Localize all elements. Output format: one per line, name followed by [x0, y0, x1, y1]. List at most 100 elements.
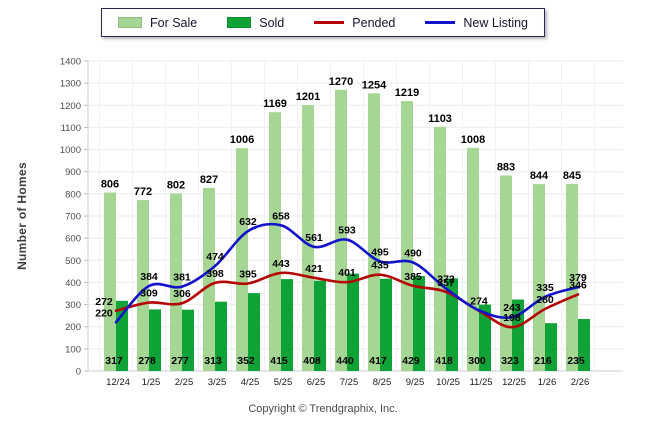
bar-label-for-sale: 1201: [296, 91, 320, 103]
bar-for-sale: [566, 183, 578, 371]
line-label-pended: 395: [239, 269, 257, 281]
legend-label-new-listing: New Listing: [463, 15, 529, 30]
legend-item-new-listing: New Listing: [425, 16, 528, 30]
legend-swatch-pended: [314, 21, 345, 24]
y-tick-label: 1200: [60, 101, 81, 112]
bar-sold: [380, 278, 392, 371]
bar-label-for-sale: 802: [167, 179, 185, 191]
bar-sold: [347, 273, 359, 371]
x-tick-label: 9/25: [406, 377, 425, 388]
line-label-pended: 346: [569, 279, 587, 291]
bars-for-sale: [104, 89, 578, 372]
bar-sold: [578, 319, 590, 371]
x-tick-label: 11/25: [469, 377, 492, 388]
bar-label-for-sale: 844: [530, 170, 549, 182]
y-tick-label: 600: [65, 234, 81, 245]
bar-label-sold: 429: [402, 355, 420, 367]
line-label-new-listing: 381: [173, 272, 191, 284]
x-tick-label: 6/25: [307, 377, 326, 388]
y-tick-label: 200: [65, 322, 81, 333]
line-label-pended: 357: [437, 277, 455, 289]
bar-sold: [248, 293, 260, 371]
line-label-new-listing: 561: [305, 232, 323, 244]
line-label-new-listing: 593: [338, 225, 356, 237]
line-label-pended: 443: [272, 258, 290, 270]
line-label-new-listing: 495: [371, 246, 389, 258]
line-labels-new-listing: 220 384 381 474 632 658 561 593 495 490 372 274 243 3…: [95, 210, 587, 319]
bar-sold: [281, 279, 293, 371]
legend-label-for-sale: For Sale: [149, 15, 198, 30]
line-label-pended: 421: [305, 263, 323, 275]
bar-label-for-sale: 772: [134, 186, 152, 198]
bar-sold: [545, 323, 557, 371]
bar-label-sold: 277: [171, 355, 189, 367]
x-tick-label: 10/25: [436, 377, 460, 388]
bar-label-for-sale: 1103: [428, 113, 452, 125]
line-label-new-listing: 274: [470, 295, 488, 307]
bar-for-sale: [335, 89, 347, 372]
line-label-new-listing: 384: [140, 271, 158, 283]
y-tick-label: 700: [65, 212, 81, 223]
y-tick-label: 300: [65, 300, 81, 311]
line-label-pended: 306: [173, 288, 191, 300]
bar-label-sold: 300: [468, 355, 486, 367]
bar-label-for-sale: 1270: [329, 76, 353, 88]
x-tick-label: 1/25: [142, 377, 161, 388]
y-tick-label: 0: [76, 367, 81, 378]
bar-label-for-sale: 1006: [230, 134, 254, 146]
x-tick-label: 3/25: [208, 377, 227, 388]
pended-line: [114, 271, 580, 329]
legend: For Sale Sold Pended New Listing: [100, 8, 546, 37]
bar-sold: [479, 304, 491, 371]
bar-for-sale: [467, 147, 479, 371]
x-tick-label: 7/25: [340, 377, 359, 388]
copyright-text: Copyright © Trendgraphix, Inc.: [248, 403, 398, 415]
line-label-new-listing: 379: [569, 272, 587, 284]
legend-label-pended: Pended: [352, 15, 396, 30]
line-label-pended: 272: [95, 296, 113, 308]
x-tick-label: 1/26: [538, 377, 557, 388]
legend-item-for-sale: For Sale: [117, 15, 198, 30]
y-tick-label: 1100: [61, 123, 81, 134]
new-listing-line: [114, 222, 580, 324]
legend-item-pended: Pended: [314, 16, 395, 30]
bar-label-sold: 417: [369, 355, 387, 367]
line-label-pended: 309: [140, 288, 158, 300]
line-label-pended: 385: [404, 271, 422, 283]
legend-item-sold: Sold: [227, 16, 284, 30]
bar-labels-sold: 317 278 277 313 352 415 408 440 417 429 418 300 323 2…: [105, 355, 585, 367]
y-tick-label: 1300: [60, 79, 81, 90]
line-label-pended: 401: [338, 267, 356, 279]
legend-label-sold: Sold: [259, 15, 285, 30]
x-tick-label: 4/25: [241, 377, 260, 388]
x-tick-labels: 12/24 1/25 2/25 3/25 4/25 5/25 6/25 7/25 8/25 9/2…: [106, 377, 589, 388]
line-label-new-listing: 658: [272, 210, 290, 222]
bar-label-for-sale: 1169: [263, 98, 287, 110]
bar-label-sold: 352: [237, 355, 255, 367]
bar-sold: [182, 309, 194, 371]
x-tick-label: 5/25: [274, 377, 293, 388]
line-label-new-listing: 243: [503, 302, 521, 314]
legend-swatch-sold: [227, 17, 252, 28]
bar-label-for-sale: 1219: [395, 87, 419, 99]
y-tick-label: 100: [65, 344, 81, 355]
bar-label-for-sale: 806: [101, 179, 119, 191]
bar-for-sale: [236, 148, 248, 371]
bar-sold: [314, 280, 326, 371]
bar-for-sale: [137, 200, 149, 371]
y-tick-label: 800: [65, 189, 81, 200]
bar-labels-for-sale: 806 772 802 827 1006 1169 1201 1270 1254 1219 1103…: [101, 76, 581, 198]
line-label-pended: 280: [536, 294, 554, 306]
line-label-pended: 198: [503, 312, 521, 324]
x-tick-label: 2/25: [175, 377, 194, 388]
bar-label-sold: 235: [567, 355, 585, 367]
x-tick-label: 12/24: [106, 377, 130, 388]
bar-label-sold: 418: [435, 355, 453, 367]
bar-for-sale: [203, 187, 215, 371]
bar-label-sold: 317: [105, 355, 123, 367]
bar-label-sold: 323: [501, 355, 519, 367]
y-tick-label: 900: [65, 167, 81, 178]
